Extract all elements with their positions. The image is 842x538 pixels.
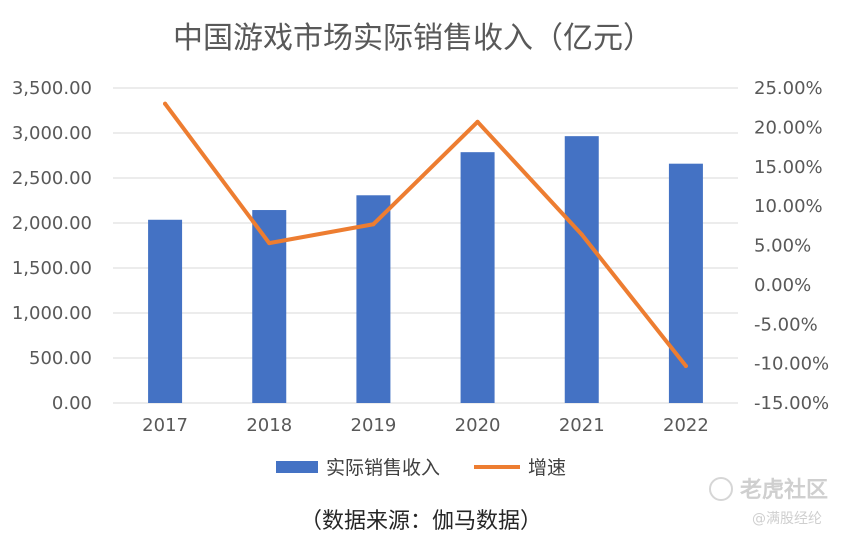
gridlines bbox=[113, 87, 738, 404]
chart-title: 中国游戏市场实际销售收入（亿元） bbox=[173, 21, 653, 56]
x-tick-label: 2019 bbox=[351, 415, 397, 436]
x-tick-label: 2020 bbox=[455, 415, 501, 436]
x-tick-label: 2021 bbox=[559, 415, 605, 436]
bar bbox=[148, 219, 183, 403]
line-point bbox=[371, 222, 376, 227]
right-tick-label: 15.00% bbox=[754, 157, 823, 178]
left-tick-label: 1,500.00 bbox=[12, 258, 92, 279]
line-point bbox=[475, 119, 480, 124]
line-point bbox=[163, 101, 168, 106]
line-point bbox=[267, 241, 272, 246]
right-tick-label: 20.00% bbox=[754, 117, 823, 138]
left-axis-ticks: 0.00 500.00 1,000.00 1,500.00 2,000.00 2,500.… bbox=[12, 78, 92, 414]
right-axis-ticks: -15.00% -10.00% -5.00% 0.00% 5.00% 10.00% 15.0… bbox=[754, 78, 829, 414]
x-axis-ticks: 2017 2018 2019 2020 2021 2022 bbox=[142, 415, 709, 436]
legend-label-bar: 实际销售收入 bbox=[326, 457, 440, 479]
bar-series bbox=[148, 136, 703, 403]
bar bbox=[564, 136, 599, 403]
x-tick-label: 2017 bbox=[142, 415, 188, 436]
bar bbox=[460, 152, 495, 403]
right-tick-label: -10.00% bbox=[754, 354, 829, 375]
x-tick-label: 2022 bbox=[663, 415, 709, 436]
right-tick-label: -15.00% bbox=[754, 393, 829, 414]
line-point bbox=[579, 232, 584, 237]
watermark: 老虎社区 @满股经纶 bbox=[709, 477, 828, 527]
watermark-logo-icon bbox=[709, 477, 733, 501]
left-tick-label: 3,500.00 bbox=[12, 78, 92, 99]
right-tick-label: 0.00% bbox=[754, 275, 811, 296]
right-tick-label: 10.00% bbox=[754, 196, 823, 217]
x-tick-label: 2018 bbox=[246, 415, 292, 436]
left-tick-label: 0.00 bbox=[52, 393, 92, 414]
line-series bbox=[163, 101, 688, 368]
source-note: （数据来源：伽马数据） bbox=[300, 509, 542, 534]
left-tick-label: 500.00 bbox=[29, 348, 92, 369]
watermark-main: 老虎社区 bbox=[739, 477, 828, 503]
legend-swatch-bar bbox=[276, 461, 318, 473]
left-tick-label: 1,000.00 bbox=[12, 303, 92, 324]
watermark-sub: @满股经纶 bbox=[752, 511, 822, 527]
legend-label-line: 增速 bbox=[528, 457, 566, 479]
line-point bbox=[683, 363, 688, 368]
legend: 实际销售收入 增速 bbox=[276, 457, 566, 479]
left-tick-label: 2,000.00 bbox=[12, 213, 92, 234]
right-tick-label: -5.00% bbox=[754, 314, 818, 335]
bar bbox=[356, 195, 391, 403]
left-tick-label: 2,500.00 bbox=[12, 168, 92, 189]
growth-line bbox=[163, 101, 688, 368]
left-tick-label: 3,000.00 bbox=[12, 123, 92, 144]
right-tick-label: 5.00% bbox=[754, 236, 811, 257]
right-tick-label: 25.00% bbox=[754, 78, 823, 99]
